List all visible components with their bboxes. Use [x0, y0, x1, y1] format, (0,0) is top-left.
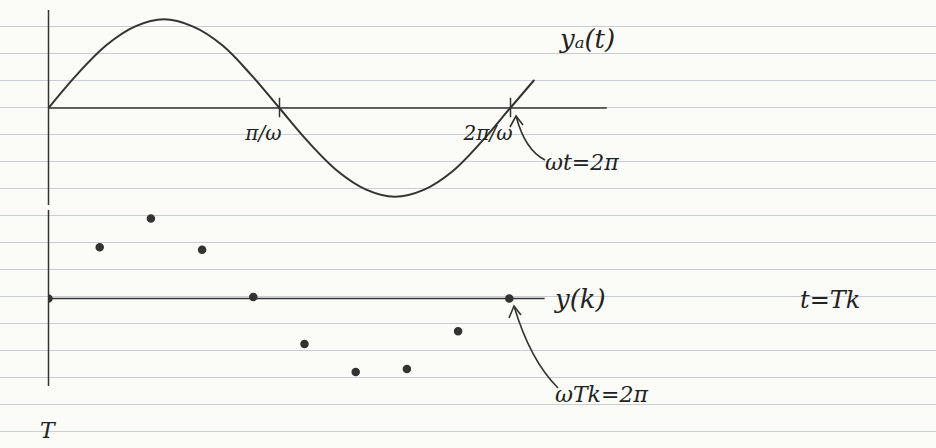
svg-text:y(k): y(k)	[554, 284, 606, 314]
svg-text:ωt=2π: ωt=2π	[545, 150, 619, 175]
svg-text:2π/ω: 2π/ω	[463, 121, 513, 145]
svg-text:T: T	[40, 418, 57, 443]
svg-text:yₐ(t): yₐ(t)	[559, 24, 615, 54]
svg-text:t=Tk: t=Tk	[800, 286, 860, 314]
svg-text:π/ω: π/ω	[244, 121, 281, 145]
svg-text:ωTk=2π: ωTk=2π	[555, 382, 648, 407]
